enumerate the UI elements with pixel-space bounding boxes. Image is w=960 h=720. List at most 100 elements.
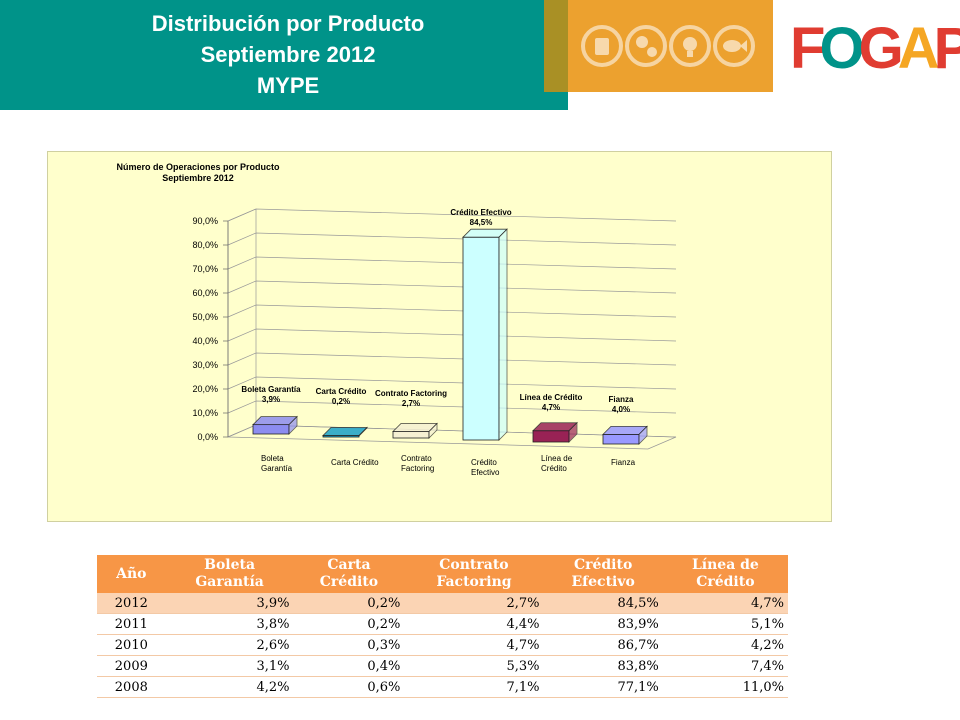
- value-cell: 84,5%: [543, 593, 663, 614]
- column-header: Boleta Garantía: [165, 555, 294, 593]
- year-cell: 2011: [97, 613, 166, 635]
- bar-side: [568, 421, 578, 443]
- value-cell: 4,4%: [404, 613, 544, 635]
- value-cell: 4,7%: [404, 634, 544, 656]
- gridline: [227, 304, 677, 318]
- y-tick-label: 30,0%: [192, 360, 218, 370]
- column-header: Línea de Crédito: [662, 555, 788, 593]
- header-banner: [0, 0, 568, 110]
- title-line-3: MYPE: [256, 73, 320, 98]
- column-header: Crédito Efectivo: [543, 555, 663, 593]
- gridline: [227, 256, 677, 270]
- data-label-value: 0,2%: [332, 397, 350, 406]
- value-cell: 0,2%: [293, 613, 405, 635]
- logo-letter: P: [933, 16, 960, 81]
- value-cell: 7,4%: [662, 655, 788, 677]
- data-label-category: Fianza: [609, 395, 634, 404]
- fish-icon: [713, 25, 755, 67]
- gridline: [227, 232, 677, 246]
- table-row: 2009 3,1% 0,4% 5,3% 83,8% 7,4%: [97, 655, 788, 677]
- x-tick-label: Efectivo: [471, 468, 500, 477]
- bar: [252, 424, 290, 435]
- x-tick-label: Boleta: [261, 454, 284, 463]
- value-cell: 77,1%: [543, 676, 663, 698]
- data-label-value: 2,7%: [402, 399, 420, 408]
- y-tick-label: 70,0%: [192, 264, 218, 274]
- y-tick-label: 60,0%: [192, 288, 218, 298]
- x-tick-label: Crédito: [471, 458, 497, 467]
- y-tick-label: 20,0%: [192, 384, 218, 394]
- product-icons: [581, 25, 755, 67]
- logo-letter: O: [819, 16, 864, 81]
- title-line-2: Septiembre 2012: [200, 42, 376, 67]
- y-tick-label: 0,0%: [197, 432, 218, 442]
- x-tick-label: Factoring: [401, 464, 434, 473]
- value-cell: 4,7%: [662, 593, 788, 614]
- bar-side: [358, 426, 368, 437]
- y-tick-label: 50,0%: [192, 312, 218, 322]
- data-label-value: 3,9%: [262, 395, 280, 404]
- value-cell: 5,1%: [662, 613, 788, 635]
- value-cell: 3,9%: [165, 593, 294, 614]
- value-cell: 5,3%: [404, 655, 544, 677]
- data-label-category: Boleta Garantía: [241, 385, 301, 394]
- x-tick-label: Fianza: [611, 458, 636, 467]
- data-label-value: 4,7%: [542, 403, 560, 412]
- logo-letter: G: [858, 16, 904, 81]
- bar-side: [638, 425, 648, 445]
- document-icon: [581, 25, 623, 67]
- bulb-icon: [669, 25, 711, 67]
- value-cell: 0,3%: [293, 634, 405, 656]
- value-cell: 0,4%: [293, 655, 405, 677]
- value-cell: 11,0%: [662, 676, 788, 698]
- column-header: Año: [97, 555, 166, 593]
- gridline: [227, 352, 677, 366]
- x-tick-label: Contrato: [401, 454, 432, 463]
- y-tick-label: 10,0%: [192, 408, 218, 418]
- y-tick-label: 80,0%: [192, 240, 218, 250]
- x-tick-label: Crédito: [541, 464, 567, 473]
- x-tick-label: Carta Crédito: [331, 458, 379, 467]
- page-title: Distribución por Producto Septiembre 201…: [0, 8, 568, 101]
- data-label-category: Carta Crédito: [316, 387, 367, 396]
- bar: [602, 433, 640, 445]
- chart-panel: Número de Operaciones por Producto Septie…: [47, 151, 832, 522]
- gridline: [227, 328, 677, 342]
- value-cell: 0,6%: [293, 676, 405, 698]
- data-label-value: 4,0%: [612, 405, 630, 414]
- value-cell: 2,6%: [165, 634, 294, 656]
- value-cell: 3,1%: [165, 655, 294, 677]
- value-cell: 2,7%: [404, 593, 544, 614]
- gears-icon: [625, 25, 667, 67]
- value-cell: 83,8%: [543, 655, 663, 677]
- chart-title: Número de Operaciones por Producto: [116, 162, 280, 172]
- bar: [532, 430, 570, 443]
- column-header: Carta Crédito: [293, 555, 405, 593]
- value-cell: 3,8%: [165, 613, 294, 635]
- bar-side: [288, 415, 298, 435]
- gridline: [227, 208, 677, 222]
- x-tick-label: Garantía: [261, 464, 293, 473]
- value-cell: 4,2%: [165, 676, 294, 698]
- banner-stripe: [544, 0, 568, 92]
- data-label-category: Crédito Efectivo: [450, 208, 511, 217]
- data-table-container: Año Boleta Garantía Carta Crédito Contrato Fac…: [97, 555, 788, 698]
- data-label-category: Contrato Factoring: [375, 389, 447, 398]
- year-cell: 2012: [97, 593, 166, 614]
- value-cell: 83,9%: [543, 613, 663, 635]
- bar: [462, 236, 500, 441]
- gridline: [227, 376, 677, 390]
- logo-letter: F: [790, 16, 826, 81]
- year-cell: 2008: [97, 676, 166, 698]
- gridline: [227, 280, 677, 294]
- chart-subtitle: Septiembre 2012: [162, 173, 234, 183]
- fogape-logo: FOGAPE: [790, 16, 960, 82]
- table-row: 2011 3,8% 0,2% 4,4% 83,9% 5,1%: [97, 613, 788, 635]
- bar-side: [498, 228, 508, 441]
- y-tick-label: 90,0%: [192, 216, 218, 226]
- value-cell: 7,1%: [404, 676, 544, 698]
- data-label-category: Línea de Crédito: [520, 393, 583, 402]
- table-row: 2012 3,9% 0,2% 2,7% 84,5% 4,7%: [97, 593, 788, 614]
- gridline: [227, 400, 677, 414]
- table-header-row: Año Boleta Garantía Carta Crédito Contrato Fac…: [97, 555, 788, 593]
